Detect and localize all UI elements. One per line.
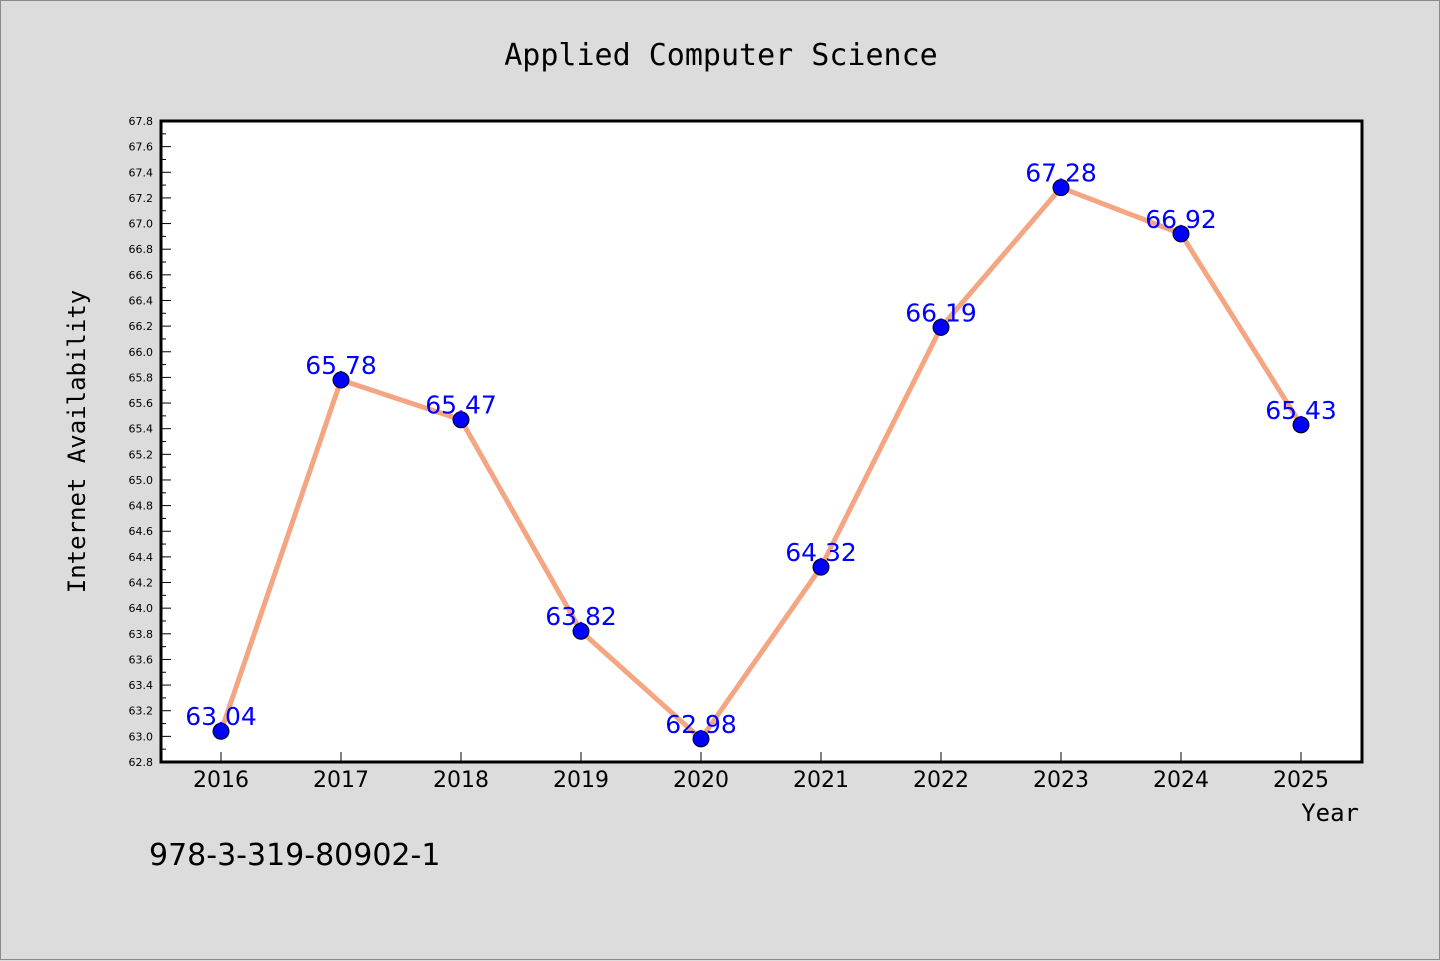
data-label-2018: 65.47 [425,391,497,420]
y-tick-label: 64.2 [129,577,154,590]
y-tick-label: 67.6 [129,141,154,154]
x-tick-label: 2018 [433,768,489,793]
x-tick-label: 2021 [793,768,849,793]
y-axis-label: Internet Availability [63,290,91,593]
x-tick-label: 2023 [1033,768,1089,793]
y-tick-label: 66.6 [129,269,154,282]
y-tick-label: 65.4 [129,423,154,436]
data-point-2019 [572,622,590,640]
y-tick-label: 66.0 [129,346,154,359]
chart-title: Applied Computer Science [504,38,937,73]
y-tick-label: 63.4 [129,679,154,692]
data-point-2024 [1172,225,1190,243]
data-point-2017 [332,371,350,389]
y-tick-label: 64.0 [129,602,154,615]
y-axis: 62.8 63.0 63.2 63.4 63.6 63.8 64.0 64.2 64.4 64.6… [129,115,171,769]
x-axis: 2016 2017 2018 2019 2020 2021 2022 2023 2024 2025 [193,752,1329,793]
y-tick-label: 64.4 [129,551,154,564]
y-tick-label: 63.8 [129,628,154,641]
y-tick-label: 65.6 [129,397,154,410]
series-line [218,185,1304,742]
y-tick-label: 67.0 [129,218,154,231]
data-label-2021: 64.32 [785,538,857,567]
y-tick-label: 63.0 [129,730,154,743]
data-labels: 63.04 65.78 65.47 63.82 62.98 64.32 66.19 67.28… [185,159,1337,739]
x-tick-label: 2020 [673,768,729,793]
data-label-2024: 66.92 [1145,205,1217,234]
data-point-2021 [812,558,830,576]
y-tick-label: 67.4 [129,166,154,179]
data-label-2016: 63.04 [185,702,257,731]
y-tick-label: 63.2 [129,705,154,718]
y-tick-label: 63.6 [129,653,154,666]
y-tick-label: 65.2 [129,448,154,461]
data-point-2020 [692,730,710,748]
y-tick-label: 67.8 [129,115,154,128]
isbn-text: 978-3-319-80902-1 [149,838,440,873]
data-point-2025 [1292,416,1310,434]
x-tick-label: 2022 [913,768,969,793]
y-tick-label: 66.4 [129,294,154,307]
data-label-2020: 62.98 [665,710,737,739]
data-label-2025: 65.43 [1265,396,1337,425]
x-tick-label: 2016 [193,768,249,793]
x-tick-label: 2019 [553,768,609,793]
data-label-2019: 63.82 [545,602,617,631]
data-point-2018 [452,411,470,429]
y-tick-label: 66.8 [129,243,154,256]
x-tick-label: 2017 [313,768,369,793]
y-tick-label: 66.2 [129,320,154,333]
y-tick-label: 64.6 [129,525,154,538]
y-tick-label: 67.2 [129,192,154,205]
x-tick-label: 2024 [1153,768,1209,793]
data-label-2023: 67.28 [1025,159,1097,188]
data-point-2022 [932,318,950,336]
y-tick-label: 65.0 [129,474,154,487]
data-markers [212,179,1310,748]
data-label-2017: 65.78 [305,351,377,380]
data-label-2022: 66.19 [905,298,977,327]
y-tick-label: 65.8 [129,371,154,384]
data-point-2023 [1052,179,1070,197]
y-tick-label: 62.8 [129,756,154,769]
x-tick-label: 2025 [1273,768,1329,793]
y-tick-label: 64.8 [129,500,154,513]
x-axis-label: Year [1301,799,1359,827]
data-point-2016 [212,722,230,740]
